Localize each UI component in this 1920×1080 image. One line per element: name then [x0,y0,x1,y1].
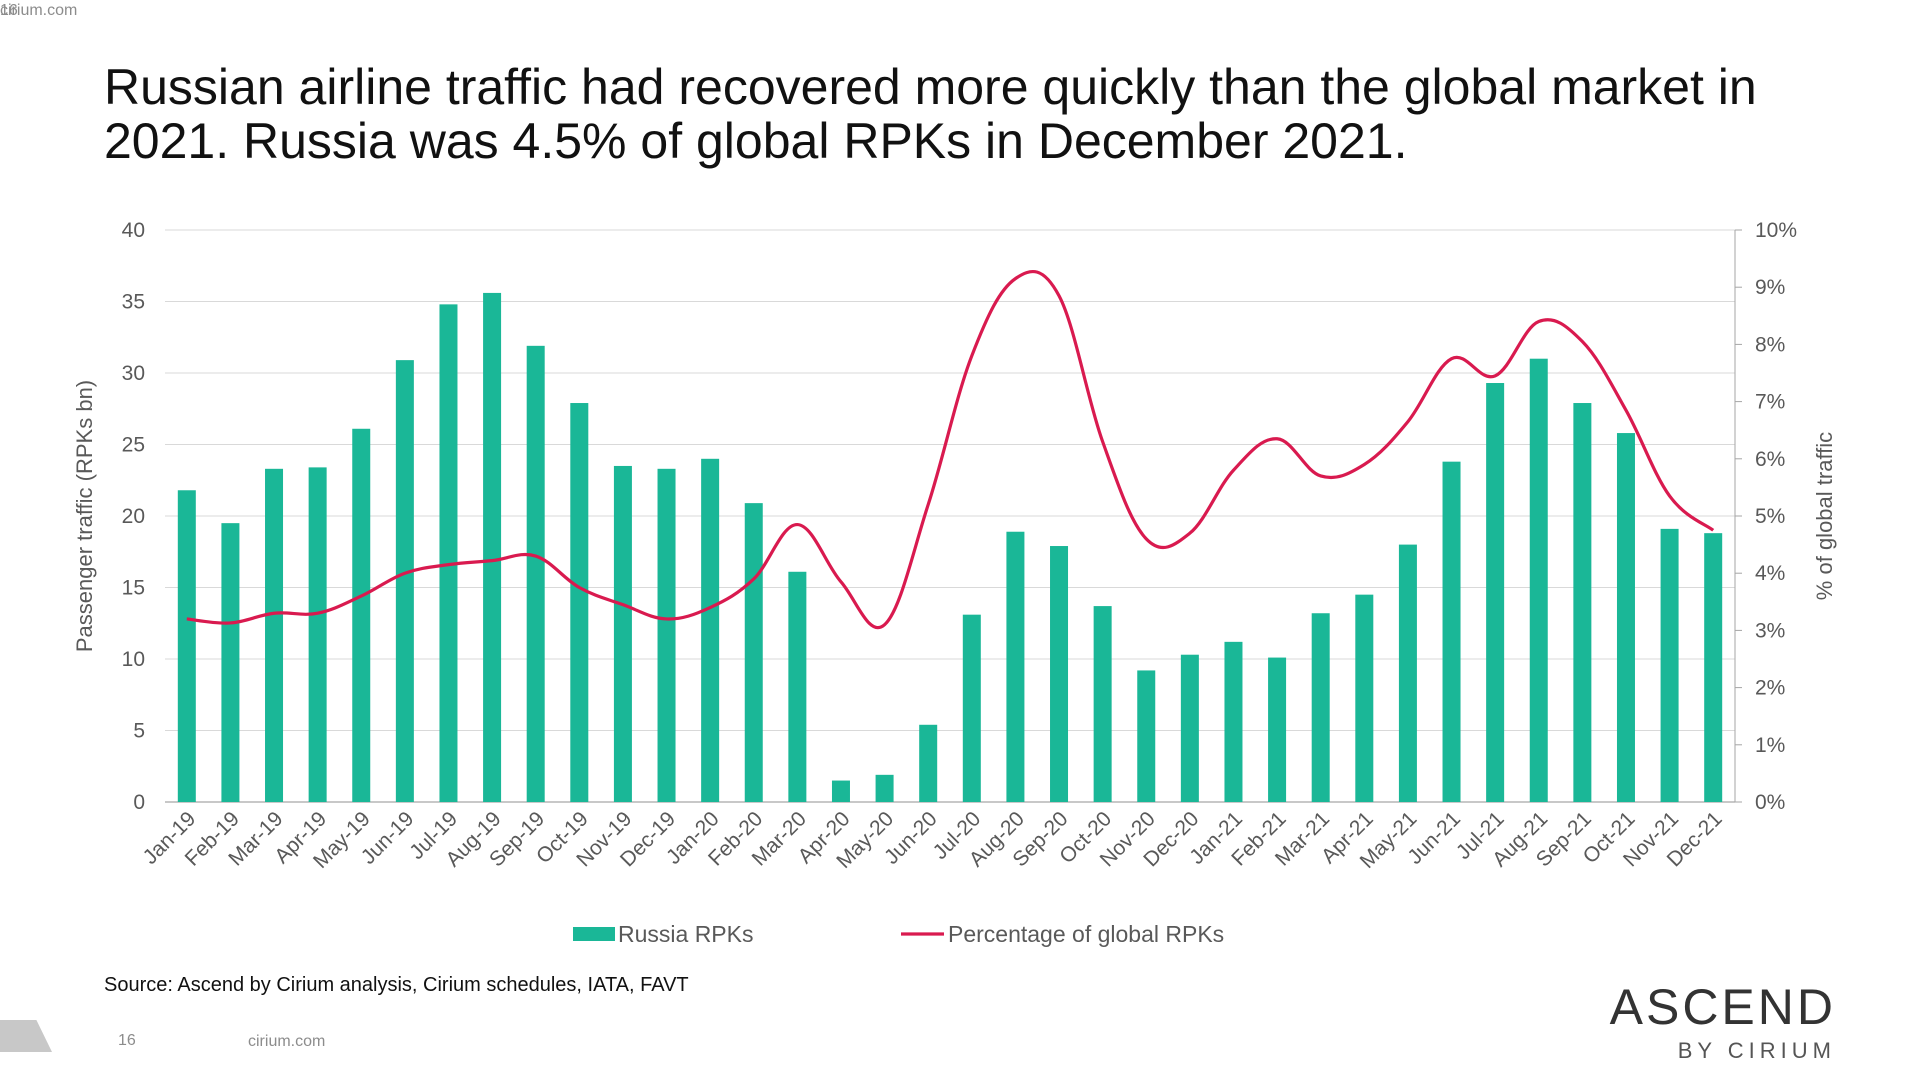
y2-tick-label: 9% [1755,276,1785,299]
page-number: 16 [118,1032,136,1049]
bar [788,571,807,802]
bar [177,490,196,802]
bar [1137,670,1156,802]
bar [1311,613,1330,802]
bar [744,503,763,802]
legend-label-line: Percentage of global RPKs [948,921,1224,947]
bar [265,468,284,802]
y-tick-label: 35 [122,291,145,314]
bar [1704,533,1723,802]
bar [962,614,981,802]
bar [1573,403,1592,802]
bar [439,304,458,802]
bar [1660,528,1679,802]
y2-tick-label: 2% [1755,677,1785,700]
logo-main-text: ASCEND [1609,979,1836,1035]
bar [701,458,720,802]
y2-tick-label: 7% [1755,391,1785,414]
slide-title: Russian airline traffic had recovered mo… [104,59,1757,169]
bar [308,467,327,802]
corner-url: cirium.com 16 [0,2,77,20]
bar [613,465,632,802]
y-tick-label: 40 [122,219,145,242]
series-line [186,270,1715,629]
y2-tick-label: 8% [1755,333,1785,356]
bar [1486,383,1505,802]
corner-url-text: cirium.com [0,2,78,19]
bar [875,774,894,802]
bar [919,724,938,802]
y-tick-label: 5 [133,720,145,743]
y-tick-label: 25 [122,434,145,457]
y2-tick-label: 10% [1755,219,1797,242]
logo-sub-text: BY CIRIUM [1677,1038,1836,1063]
bar [526,345,545,802]
y2-tick-label: 0% [1755,791,1785,814]
bar [483,292,502,802]
y-tick-label: 20 [122,505,145,528]
legend-label-bars: Russia RPKs [618,921,753,947]
corner-page-number: 16 [0,2,18,19]
bar [1180,654,1199,802]
bar [1224,641,1243,802]
bar [1529,358,1548,802]
source-note: Source: Ascend by Cirium analysis, Ciriu… [104,974,689,996]
ascend-logo: ASCEND BY CIRIUM [1556,980,1836,1066]
bar [1398,544,1417,802]
y-tick-label: 0 [133,791,145,814]
bar [831,780,850,802]
bar [395,360,414,802]
bar [1006,531,1025,802]
bar [1355,594,1374,802]
y2-tick-label: 1% [1755,734,1785,757]
y-axis-title: Passenger traffic (RPKs bn) [72,380,97,652]
bar [221,523,240,802]
bar [657,468,676,802]
y2-tick-label: 3% [1755,619,1785,642]
y2-tick-label: 4% [1755,562,1785,585]
y-tick-label: 10 [122,648,145,671]
legend-swatch-bars [573,927,615,941]
y-tick-label: 30 [122,362,145,385]
bar [1616,433,1635,802]
bar [352,428,371,802]
footer-url: cirium.com [248,1033,326,1050]
bar [1050,546,1069,802]
bar [1442,461,1461,802]
y2-tick-label: 6% [1755,448,1785,471]
y2-axis-title: % of global traffic [1812,432,1837,600]
y2-tick-label: 5% [1755,505,1785,528]
bar [570,403,589,802]
bar [1268,657,1287,802]
y-tick-label: 15 [122,577,145,600]
bar [1093,606,1112,802]
